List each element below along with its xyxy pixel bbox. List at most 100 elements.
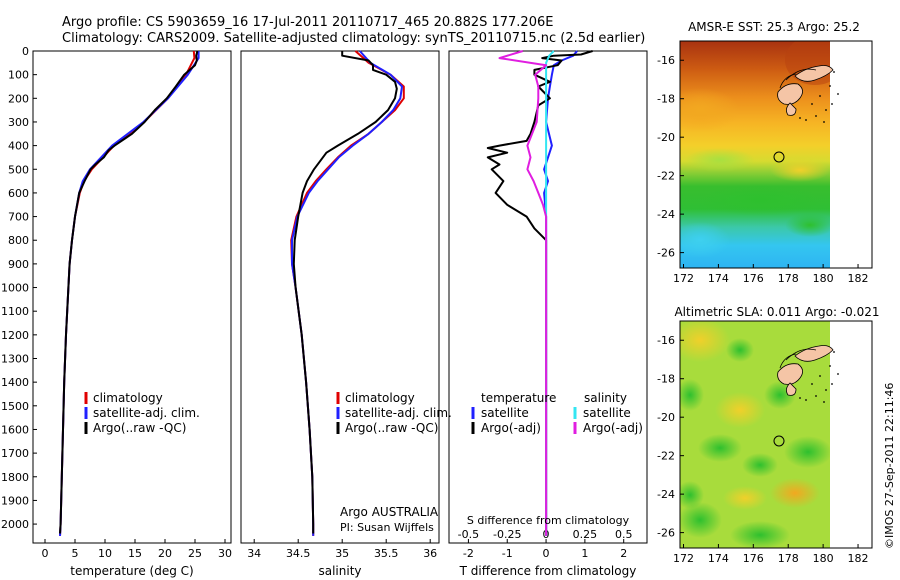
- lat-tick-label: -16: [657, 334, 675, 347]
- legend-label-argo: Argo(..raw -QC): [345, 421, 438, 435]
- sla-blob: [784, 436, 830, 468]
- sla-fiji-islands: [777, 345, 839, 403]
- argo-pi-note: PI: Susan Wijffels: [340, 521, 434, 534]
- sla-blob: [680, 321, 730, 362]
- small-island: [811, 383, 813, 385]
- depth-tick-label: 1000: [1, 282, 29, 295]
- legend-label-satellite: satellite-adj. clim.: [93, 406, 200, 420]
- depth-tick-label: 700: [8, 211, 29, 224]
- vanua-levu-island: [794, 345, 834, 362]
- lat-tick-label: -20: [657, 131, 675, 144]
- depth-tick-label: 900: [8, 258, 29, 271]
- lon-tick-label: 182: [848, 552, 869, 565]
- legend-label-argo: Argo(..raw -QC): [93, 421, 186, 435]
- legend-label-sal-satellite: satellite: [583, 406, 631, 420]
- temperature-panel-frame: [32, 50, 232, 544]
- lon-tick-label: 182: [848, 272, 869, 285]
- small-island: [829, 85, 831, 87]
- depth-tick-label: 2000: [1, 518, 29, 531]
- sla-argo-marker: [773, 435, 785, 447]
- temperature-xlabel: temperature (deg C): [70, 564, 193, 578]
- difference-x-axis: -2 -1 0 1 2-0.5 -0.25 0 0.25 0.5: [458, 528, 633, 560]
- header-line1: Argo profile: CS 5903659_16 17-Jul-2011 …: [62, 15, 553, 30]
- small-island: [815, 395, 817, 397]
- sst-blob: [785, 213, 830, 237]
- s-diff-tick-label: -0.5: [458, 528, 479, 541]
- depth-tick-label: 800: [8, 234, 29, 247]
- imos-timestamp: ©IMOS 27-Sep-2011 22:11:46: [883, 383, 896, 549]
- t-diff-x-tick-label: 0: [543, 547, 550, 560]
- series-line-temperature-satellite: [543, 50, 578, 536]
- viti-levu-island: [777, 83, 803, 105]
- reef-outline: [785, 68, 817, 81]
- reef-outline: [779, 353, 797, 369]
- lat-tick-label: -16: [657, 54, 675, 67]
- sst-fiji-islands: [777, 65, 839, 123]
- sla-blob: [698, 434, 742, 462]
- temperature-x-tick-label: 5: [72, 547, 79, 560]
- difference-xlabel: T difference from climatology: [459, 564, 637, 578]
- difference-legend: temperature salinity satellite Argo(-adj…: [471, 391, 643, 435]
- sst-argo-marker: [773, 151, 785, 163]
- lon-tick-label: 172: [673, 552, 694, 565]
- lon-tick-label: 180: [813, 552, 834, 565]
- small-island: [819, 95, 821, 97]
- lon-tick-label: 178: [778, 552, 799, 565]
- small-island: [805, 119, 807, 121]
- small-island: [825, 109, 827, 111]
- temperature-x-tick-label: 15: [128, 547, 142, 560]
- sst-map-title: AMSR-E SST: 25.3 Argo: 25.2: [688, 20, 860, 34]
- t-diff-x-tick-label: -1: [502, 547, 513, 560]
- sla-texture: [680, 321, 830, 548]
- small-island: [823, 401, 825, 403]
- kadavu-island: [786, 382, 797, 396]
- sla-blob: [730, 521, 790, 548]
- sst-blob: [680, 222, 730, 258]
- depth-tick-label: 1900: [1, 494, 29, 507]
- depth-tick-label: 1600: [1, 423, 29, 436]
- series-line-salinity-argo--adj-: [498, 50, 548, 536]
- lon-tick-label: 174: [708, 552, 729, 565]
- t-diff-x-tick-label: 2: [620, 547, 627, 560]
- small-island: [825, 389, 827, 391]
- sst-blob: [685, 148, 755, 172]
- salinity-x-tick-label: 35.5: [374, 547, 399, 560]
- lat-tick-label: -24: [657, 488, 675, 501]
- legend-label-temp-satellite: satellite: [481, 406, 529, 420]
- legend-temperature-title: temperature: [481, 391, 556, 405]
- legend-label-climatology: climatology: [345, 391, 415, 405]
- sla-map-frame: [679, 320, 873, 549]
- series-line-climatology: [290, 50, 405, 536]
- lat-tick-label: -26: [657, 247, 675, 260]
- vanua-levu-island: [794, 65, 834, 82]
- lat-tick-label: -18: [657, 93, 675, 106]
- legend-salinity-title: salinity: [584, 391, 627, 405]
- s-difference-title: S difference from climatology: [467, 514, 630, 527]
- lon-tick-label: 174: [708, 272, 729, 285]
- depth-tick-label: 0: [22, 45, 29, 58]
- small-island: [815, 115, 817, 117]
- sla-blob: [680, 481, 704, 509]
- t-diff-x-tick-label: -2: [463, 547, 474, 560]
- depth-axis: 0 100 200 300 400 500 600 700 800 900 1000 1100 1200…: [1, 45, 37, 531]
- lat-tick-label: -26: [657, 527, 675, 540]
- sla-blob: [723, 486, 767, 510]
- salinity-x-tick-label: 34.5: [286, 547, 311, 560]
- series-line-argo---raw--qc-: [59, 50, 199, 534]
- lon-tick-label: 176: [743, 552, 764, 565]
- sst-texture: [680, 41, 830, 258]
- temperature-x-tick-label: 20: [158, 547, 172, 560]
- depth-tick-label: 1500: [1, 400, 29, 413]
- profile-lines: [59, 50, 593, 536]
- s-diff-tick-label: -0.25: [493, 528, 521, 541]
- lat-tick-label: -24: [657, 208, 675, 221]
- temperature-x-tick-label: 25: [188, 547, 202, 560]
- series-line-satellite-adj--clim-: [59, 51, 200, 536]
- salinity-x-tick-label: 35: [335, 547, 349, 560]
- reef-outline: [779, 73, 797, 89]
- series-line-argo---raw--qc-: [292, 51, 398, 534]
- salinity-legend: climatology satellite-adj. clim. Argo(..…: [336, 391, 452, 435]
- sst-map-frame: [679, 40, 873, 269]
- salinity-panel-frame: [240, 50, 440, 544]
